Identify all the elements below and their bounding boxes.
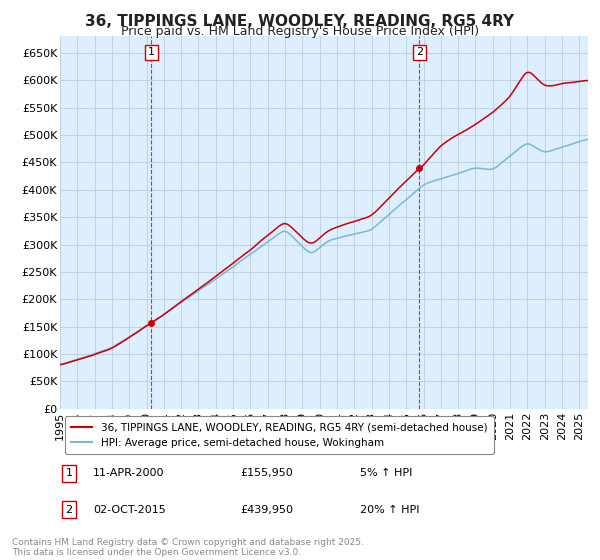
Legend: 36, TIPPINGS LANE, WOODLEY, READING, RG5 4RY (semi-detached house), HPI: Average: 36, TIPPINGS LANE, WOODLEY, READING, RG5… bbox=[65, 416, 493, 455]
Text: 11-APR-2000: 11-APR-2000 bbox=[93, 468, 164, 478]
Text: £439,950: £439,950 bbox=[240, 505, 293, 515]
Text: 02-OCT-2015: 02-OCT-2015 bbox=[93, 505, 166, 515]
Text: 36, TIPPINGS LANE, WOODLEY, READING, RG5 4RY: 36, TIPPINGS LANE, WOODLEY, READING, RG5… bbox=[85, 14, 515, 29]
Text: 2: 2 bbox=[65, 505, 73, 515]
Text: 1: 1 bbox=[148, 48, 155, 57]
Text: £155,950: £155,950 bbox=[240, 468, 293, 478]
Text: 2: 2 bbox=[416, 48, 423, 57]
Text: 5% ↑ HPI: 5% ↑ HPI bbox=[360, 468, 412, 478]
Text: 1: 1 bbox=[65, 468, 73, 478]
Text: Price paid vs. HM Land Registry's House Price Index (HPI): Price paid vs. HM Land Registry's House … bbox=[121, 25, 479, 38]
Text: 20% ↑ HPI: 20% ↑ HPI bbox=[360, 505, 419, 515]
Text: Contains HM Land Registry data © Crown copyright and database right 2025.
This d: Contains HM Land Registry data © Crown c… bbox=[12, 538, 364, 557]
